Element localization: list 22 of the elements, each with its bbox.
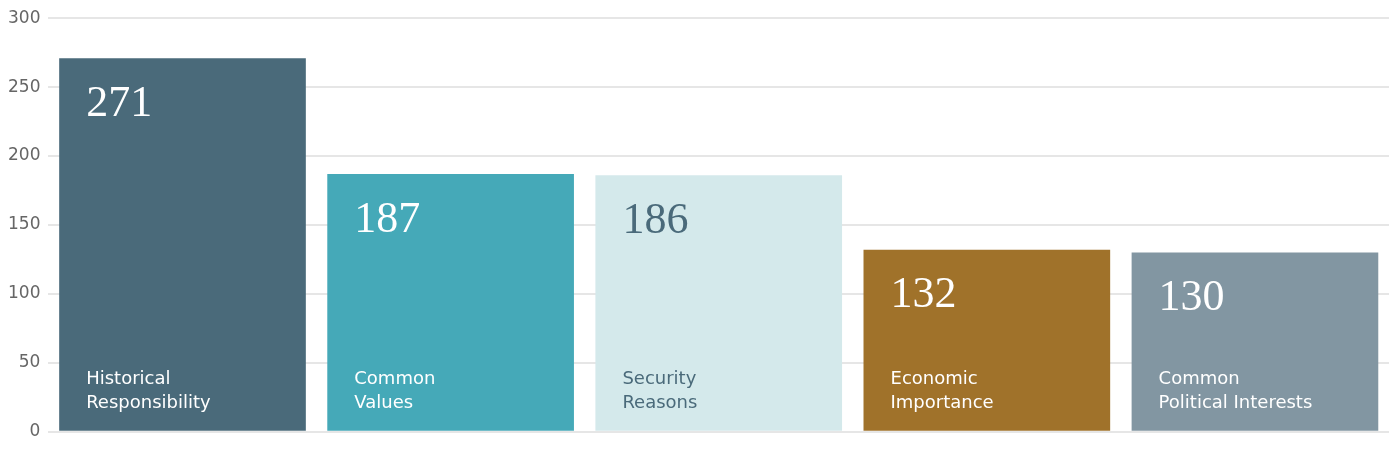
bar <box>863 249 1111 431</box>
data-label: 186 <box>622 193 689 243</box>
y-tick-label: 0 <box>29 420 41 441</box>
y-tick-label: 150 <box>7 213 41 234</box>
data-label: 132 <box>890 268 957 318</box>
x-tick-label: Common Political Interests <box>1158 366 1313 412</box>
y-tick-label: 250 <box>7 75 41 96</box>
bar <box>595 175 843 431</box>
x-tick-label: Historical Responsibility <box>86 366 212 412</box>
x-tick-label: Common Values <box>354 366 436 412</box>
y-tick-label: 300 <box>7 6 41 27</box>
x-tick-label: Economic Importance <box>890 366 994 412</box>
y-tick-label: 50 <box>18 351 41 372</box>
y-tick-label: 200 <box>7 144 41 165</box>
data-label: 130 <box>1158 271 1225 321</box>
bar <box>59 58 306 431</box>
data-label: 187 <box>354 192 421 242</box>
x-tick-label: Security Reasons <box>622 366 698 412</box>
bar <box>327 173 574 431</box>
data-label: 271 <box>86 76 153 126</box>
y-tick-label: 100 <box>7 282 41 303</box>
bar <box>1131 252 1379 431</box>
